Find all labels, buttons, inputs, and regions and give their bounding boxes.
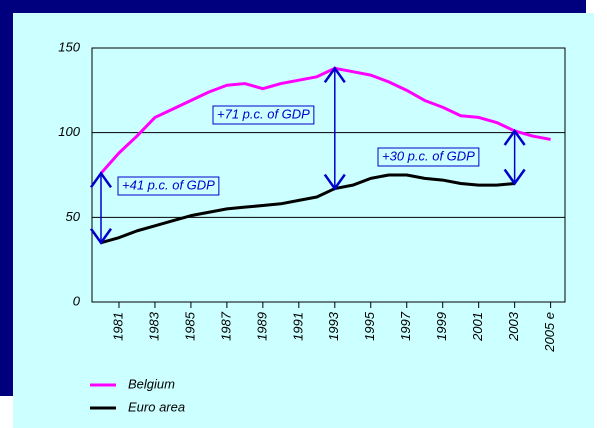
x-tick-label: 2003 [506,311,521,342]
annotation-arrow [89,171,113,245]
legend-label: Belgium [128,376,175,391]
y-tick-label: 0 [73,293,81,308]
annotation-box [377,147,480,167]
annotation-text: +30 p.c. of GDP [382,148,475,163]
series-line [99,66,551,175]
annotation-text: +41 p.c. of GDP [122,177,215,192]
x-tick-label: 1995 [362,311,377,341]
annotation-text: +71 p.c. of GDP [217,106,310,121]
x-tick-label: 2001 [470,312,485,342]
plot-area [91,47,566,303]
arrow-head [323,173,346,191]
x-tick-label: 1981 [110,312,125,341]
annotation-box [117,176,220,196]
x-tick-label: 1997 [398,311,413,341]
annotation-box [212,105,315,125]
x-tick-label: 1999 [434,312,449,341]
y-tick-label: 150 [58,39,80,54]
x-tick-label: 1993 [326,311,341,341]
annotation-arrow [503,128,526,186]
arrow-head [503,128,526,146]
x-tick-label: 2005 e [542,312,557,353]
y-tick-label: 50 [66,209,81,224]
arrow-head [89,228,113,245]
x-tick-label: 1987 [218,311,233,341]
arrow-head [323,66,346,84]
series-line [100,173,515,245]
x-tick-label: 1991 [290,312,305,341]
legend-label: Euro area [128,399,185,414]
y-tick-label: 100 [58,124,80,139]
x-tick-label: 1983 [146,311,161,341]
arrow-head [503,168,526,186]
x-tick-label: 1989 [254,312,269,341]
annotation-arrow [323,66,346,191]
x-tick-label: 1985 [182,311,197,341]
arrow-head [89,171,113,189]
